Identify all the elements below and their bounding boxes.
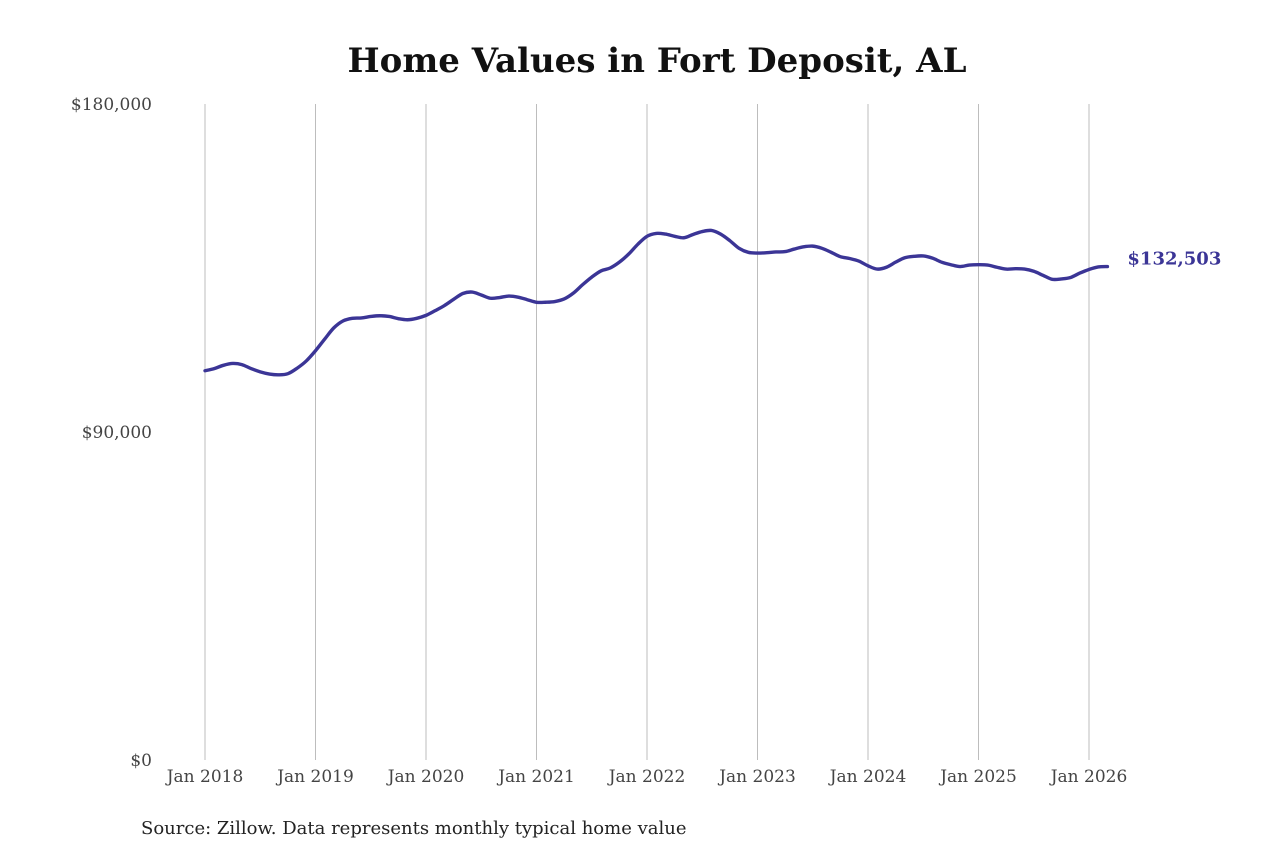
source-note: Source: Zillow. Data represents monthly …: [141, 818, 687, 839]
y-tick-label: $0: [130, 751, 152, 771]
x-tick-label: Jan 2023: [717, 767, 796, 787]
end-value-label: $132,503: [1127, 249, 1221, 270]
x-tick-label: Jan 2022: [607, 767, 686, 787]
y-tick-label: $90,000: [82, 423, 152, 443]
series-layer: [203, 228, 1110, 377]
x-tick-label: Jan 2021: [496, 767, 575, 787]
x-tick-label: Jan 2019: [275, 767, 354, 787]
grid-lines: [204, 104, 1090, 760]
x-tick-label: Jan 2020: [386, 767, 465, 787]
chart-title: Home Values in Fort Deposit, AL: [348, 41, 967, 81]
x-axis: Jan 2018 Jan 2019 Jan 2020 Jan 2021 Jan 2022…: [165, 767, 1128, 787]
y-axis: $0 $90,000 $180,000: [71, 95, 152, 771]
y-tick-label: $180,000: [71, 95, 152, 115]
x-tick-label: Jan 2024: [828, 767, 907, 787]
x-tick-label: Jan 2018: [165, 767, 244, 787]
series-line-home-value: [203, 228, 1110, 377]
x-tick-label: Jan 2026: [1049, 767, 1128, 787]
data-labels: $132,503: [1127, 249, 1221, 270]
x-tick-label: Jan 2025: [938, 767, 1017, 787]
